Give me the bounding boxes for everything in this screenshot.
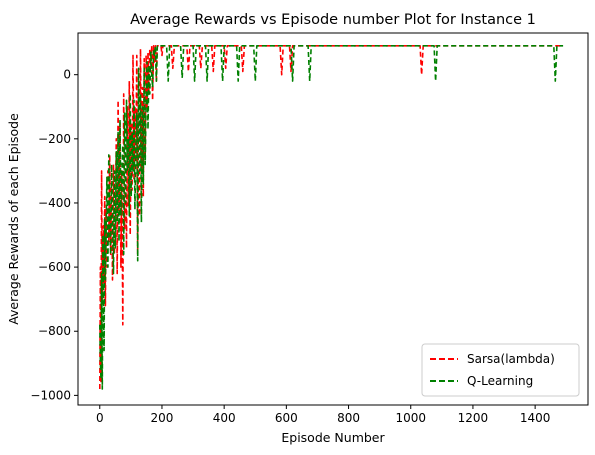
y-tick-label: −400 bbox=[38, 196, 71, 210]
ticks-layer: 0 200 400 600 800 1000 1200 1400 0 −200 −400 −600 −8… bbox=[30, 68, 550, 425]
chart-title: Average Rewards vs Episode number Plot f… bbox=[130, 12, 536, 28]
y-tick-label: −200 bbox=[38, 132, 71, 146]
x-axis-title: Episode Number bbox=[281, 430, 385, 445]
y-axis-title: Average Rewards of each Episode bbox=[6, 113, 21, 325]
y-tick-label: 0 bbox=[63, 68, 71, 82]
x-tick-label: 400 bbox=[213, 411, 236, 425]
y-tick-label: −1000 bbox=[30, 388, 71, 402]
series-line-sarsa bbox=[99, 44, 564, 390]
legend-label-q-learning: Q-Learning bbox=[467, 374, 533, 388]
y-tick-label: −600 bbox=[38, 260, 71, 274]
x-tick-label: 1000 bbox=[395, 411, 426, 425]
series-line-q-learning bbox=[99, 44, 564, 390]
legend-box bbox=[421, 343, 580, 397]
x-tick-label: 1400 bbox=[520, 411, 551, 425]
x-tick-label: 1200 bbox=[458, 411, 489, 425]
x-tick-label: 600 bbox=[275, 411, 298, 425]
x-tick-label: 0 bbox=[96, 411, 104, 425]
legend: Sarsa(lambda) Q-Learning bbox=[421, 343, 580, 397]
x-tick-label: 800 bbox=[337, 411, 360, 425]
x-tick-label: 200 bbox=[151, 411, 174, 425]
series-layer bbox=[99, 44, 564, 390]
axes-frame bbox=[77, 32, 589, 406]
legend-label-sarsa: Sarsa(lambda) bbox=[467, 352, 555, 366]
y-tick-label: −800 bbox=[38, 324, 71, 338]
